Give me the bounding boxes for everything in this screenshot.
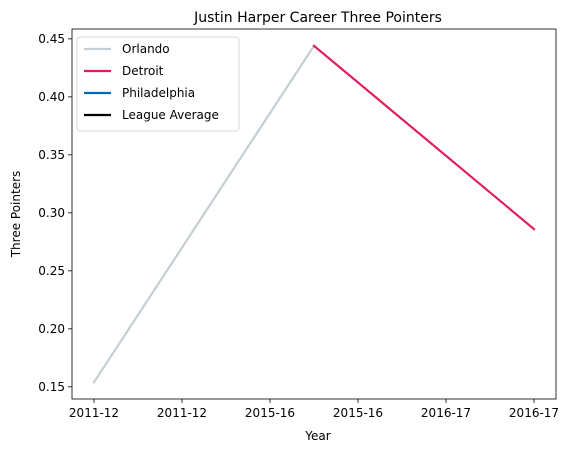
y-tick-label: 0.20: [38, 322, 65, 336]
plot-area: [92, 44, 536, 384]
y-tick-label: 0.30: [38, 206, 65, 220]
y-tick-label: 0.25: [38, 264, 65, 278]
series-line-0: [92, 44, 316, 384]
chart-title: Justin Harper Career Three Pointers: [193, 10, 442, 26]
legend-label-1: Detroit: [122, 64, 164, 78]
y-tick-label: 0.45: [38, 32, 65, 46]
y-tick-label: 0.15: [38, 380, 65, 394]
legend-label-3: League Average: [122, 108, 219, 122]
y-tick-label: 0.35: [38, 148, 65, 162]
x-tick-label: 2016-17: [421, 406, 471, 420]
legend-box: [76, 36, 240, 132]
x-tick-label: 2015-16: [245, 406, 295, 420]
legend-label-0: Orlando: [122, 42, 170, 56]
y-axis-label: Three Pointers: [9, 171, 23, 259]
plot-frame: [71, 28, 557, 400]
legend: Orlando Detroit Philadelphia League Average: [76, 36, 240, 132]
x-axis-label: Year: [304, 429, 330, 443]
x-tick-label: 2016-17: [509, 406, 559, 420]
y-axis: 0.15 0.20 0.25 0.30 0.35 0.40 0.45: [38, 32, 72, 394]
x-axis: 2011-12 2011-12 2015-16 2015-16 2016-17 2016-…: [69, 399, 559, 420]
x-tick-label: 2015-16: [333, 406, 383, 420]
y-tick-label: 0.40: [38, 90, 65, 104]
legend-label-2: Philadelphia: [122, 86, 195, 100]
x-tick-label: 2011-12: [157, 406, 207, 420]
series-line-1: [312, 44, 536, 231]
x-tick-label: 2011-12: [69, 406, 119, 420]
